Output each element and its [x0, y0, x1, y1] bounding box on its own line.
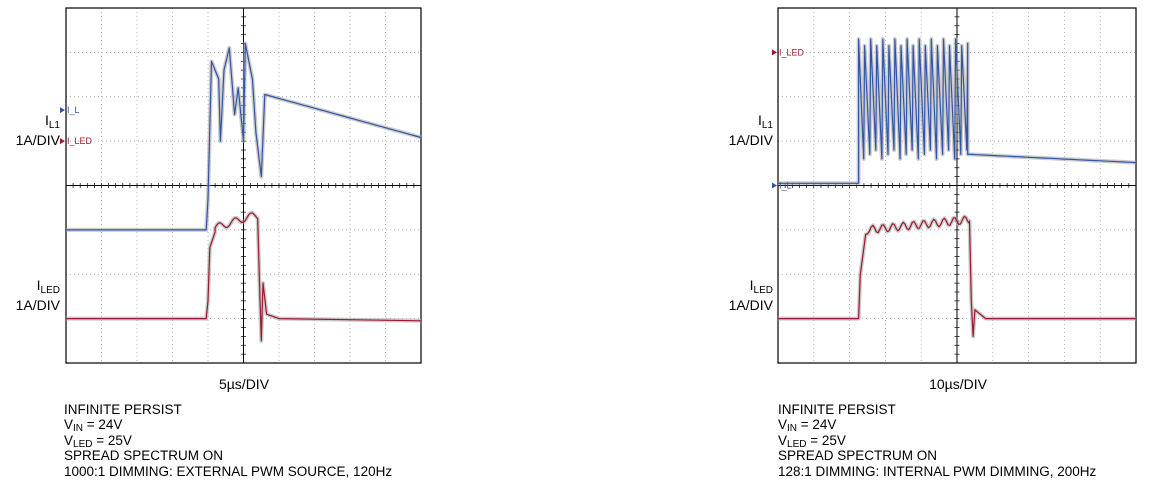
timebase-left: 5µs/DIV [218, 376, 270, 392]
note-right-3: SPREAD SPECTRUM ON [778, 448, 938, 464]
scope-left: IL1 1A/DIV ILED 1A/DIV I_L I_LED 5µs/DIV … [0, 0, 560, 502]
notes-left: INFINITE PERSIST VIN = 24V VLED = 25V SP… [64, 402, 392, 479]
label-iled-right: ILED 1A/DIV [728, 277, 773, 313]
grid-left [65, 7, 422, 364]
note-left-1: VIN = 24V [64, 417, 123, 435]
screen-frame [65, 7, 422, 364]
marker-label: I_LED [779, 47, 805, 57]
note-right-0: INFINITE PERSIST [778, 402, 896, 417]
marker-il1-right: I_L [772, 181, 792, 191]
marker-il1-left: I_L [60, 105, 80, 115]
trace-iled-left [66, 212, 422, 342]
marker-iled-right: I_LED [772, 47, 805, 57]
note-left-4: 1000:1 DIMMING: EXTERNAL PWM SOURCE, 120… [64, 463, 393, 479]
notes-right: INFINITE PERSIST VIN = 24V VLED = 25V SP… [778, 402, 1096, 479]
note-right-4: 128:1 DIMMING: INTERNAL PWM DIMMING, 200… [778, 463, 1097, 479]
scope-screen-right: I_L I_LED [772, 7, 1137, 364]
screen-frame [777, 7, 1137, 364]
marker-arrow [772, 182, 777, 189]
marker-label: I_L [67, 105, 80, 115]
marker-iled-left: I_LED [60, 136, 93, 146]
timebase-right: 10µs/DIV [929, 376, 987, 392]
label-il1-left: IL1 1A/DIV [15, 112, 60, 148]
note-left-0: INFINITE PERSIST [64, 402, 182, 417]
trace-il1-right [778, 38, 1137, 184]
marker-arrow [60, 138, 65, 145]
note-right-2: VLED = 25V [778, 432, 846, 450]
label-il1-right: IL1 1A/DIV [728, 112, 773, 148]
scope-right: IL1 1A/DIV ILED 1A/DIV I_L I_LED 10µs/DIV… [700, 0, 1173, 502]
marker-label: I_L [779, 181, 792, 191]
note-left-2: VLED = 25V [64, 432, 132, 450]
marker-arrow [60, 107, 65, 114]
trace-iled-right [778, 215, 1136, 337]
label-iled-left: ILED 1A/DIV [15, 277, 60, 313]
scope-screen-left: I_L I_LED [60, 7, 422, 364]
marker-arrow [772, 49, 777, 56]
marker-label: I_LED [67, 136, 93, 146]
note-left-3: SPREAD SPECTRUM ON [64, 448, 224, 464]
note-right-1: VIN = 24V [778, 417, 837, 435]
trace-il1-left [66, 42, 422, 231]
